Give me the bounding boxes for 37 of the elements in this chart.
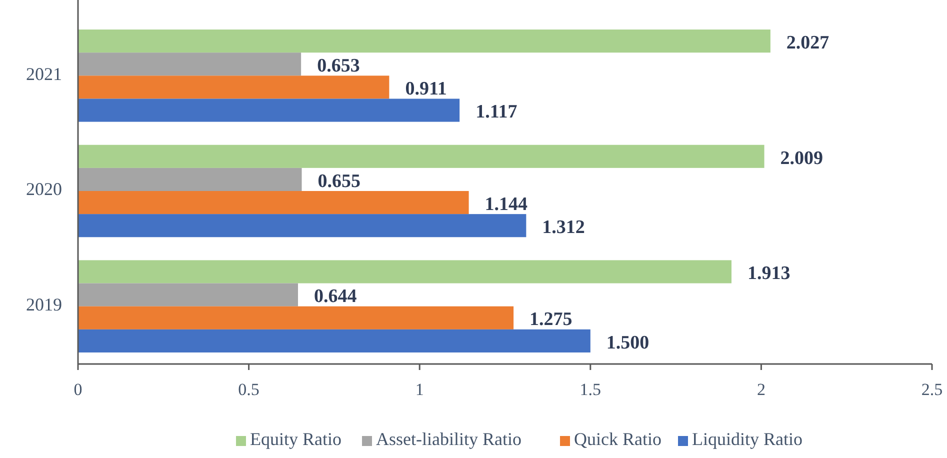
x-tick-label: 0: [74, 380, 82, 399]
y-tick-label: 2020: [26, 179, 62, 200]
data-label: 2.009: [780, 148, 824, 169]
bar: [78, 76, 390, 99]
bar: [78, 144, 764, 168]
data-label: 0.653: [317, 55, 360, 76]
bar: [78, 168, 302, 191]
legend-label: Liquidity Ratio: [692, 429, 802, 450]
legend-label: Quick Ratio: [574, 429, 662, 450]
data-label: 0.655: [318, 170, 360, 192]
data-label: 1.500: [606, 332, 650, 354]
x-tick-label: 2.5: [921, 380, 943, 399]
bar: [78, 260, 732, 284]
legend-label: Asset-liability Ratio: [376, 429, 522, 450]
x-tick-label: 0.5: [238, 380, 260, 399]
bar: [78, 30, 770, 53]
bar: [78, 329, 590, 352]
bar: [78, 191, 469, 214]
bar: [78, 214, 526, 238]
data-label: 1.144: [484, 194, 528, 215]
bar: [78, 306, 514, 330]
data-label: 1.117: [476, 102, 518, 123]
bar: [78, 283, 298, 306]
legend-label: Equity Ratio: [250, 429, 342, 450]
data-label: 0.644: [314, 286, 358, 308]
data-label: 0.911: [405, 78, 447, 100]
y-tick-label: 2019: [26, 294, 62, 314]
bar: [78, 98, 460, 122]
x-tick-label: 2: [756, 380, 766, 399]
data-label: 1.312: [542, 216, 585, 238]
x-tick-label: 1.5: [580, 380, 602, 399]
data-label: 1.913: [747, 263, 790, 284]
data-label: 2.027: [786, 32, 830, 54]
data-label: 1.275: [530, 309, 572, 330]
x-tick-label: 1: [415, 380, 424, 399]
y-tick-label: 2021: [26, 64, 62, 84]
bar: [78, 52, 302, 76]
